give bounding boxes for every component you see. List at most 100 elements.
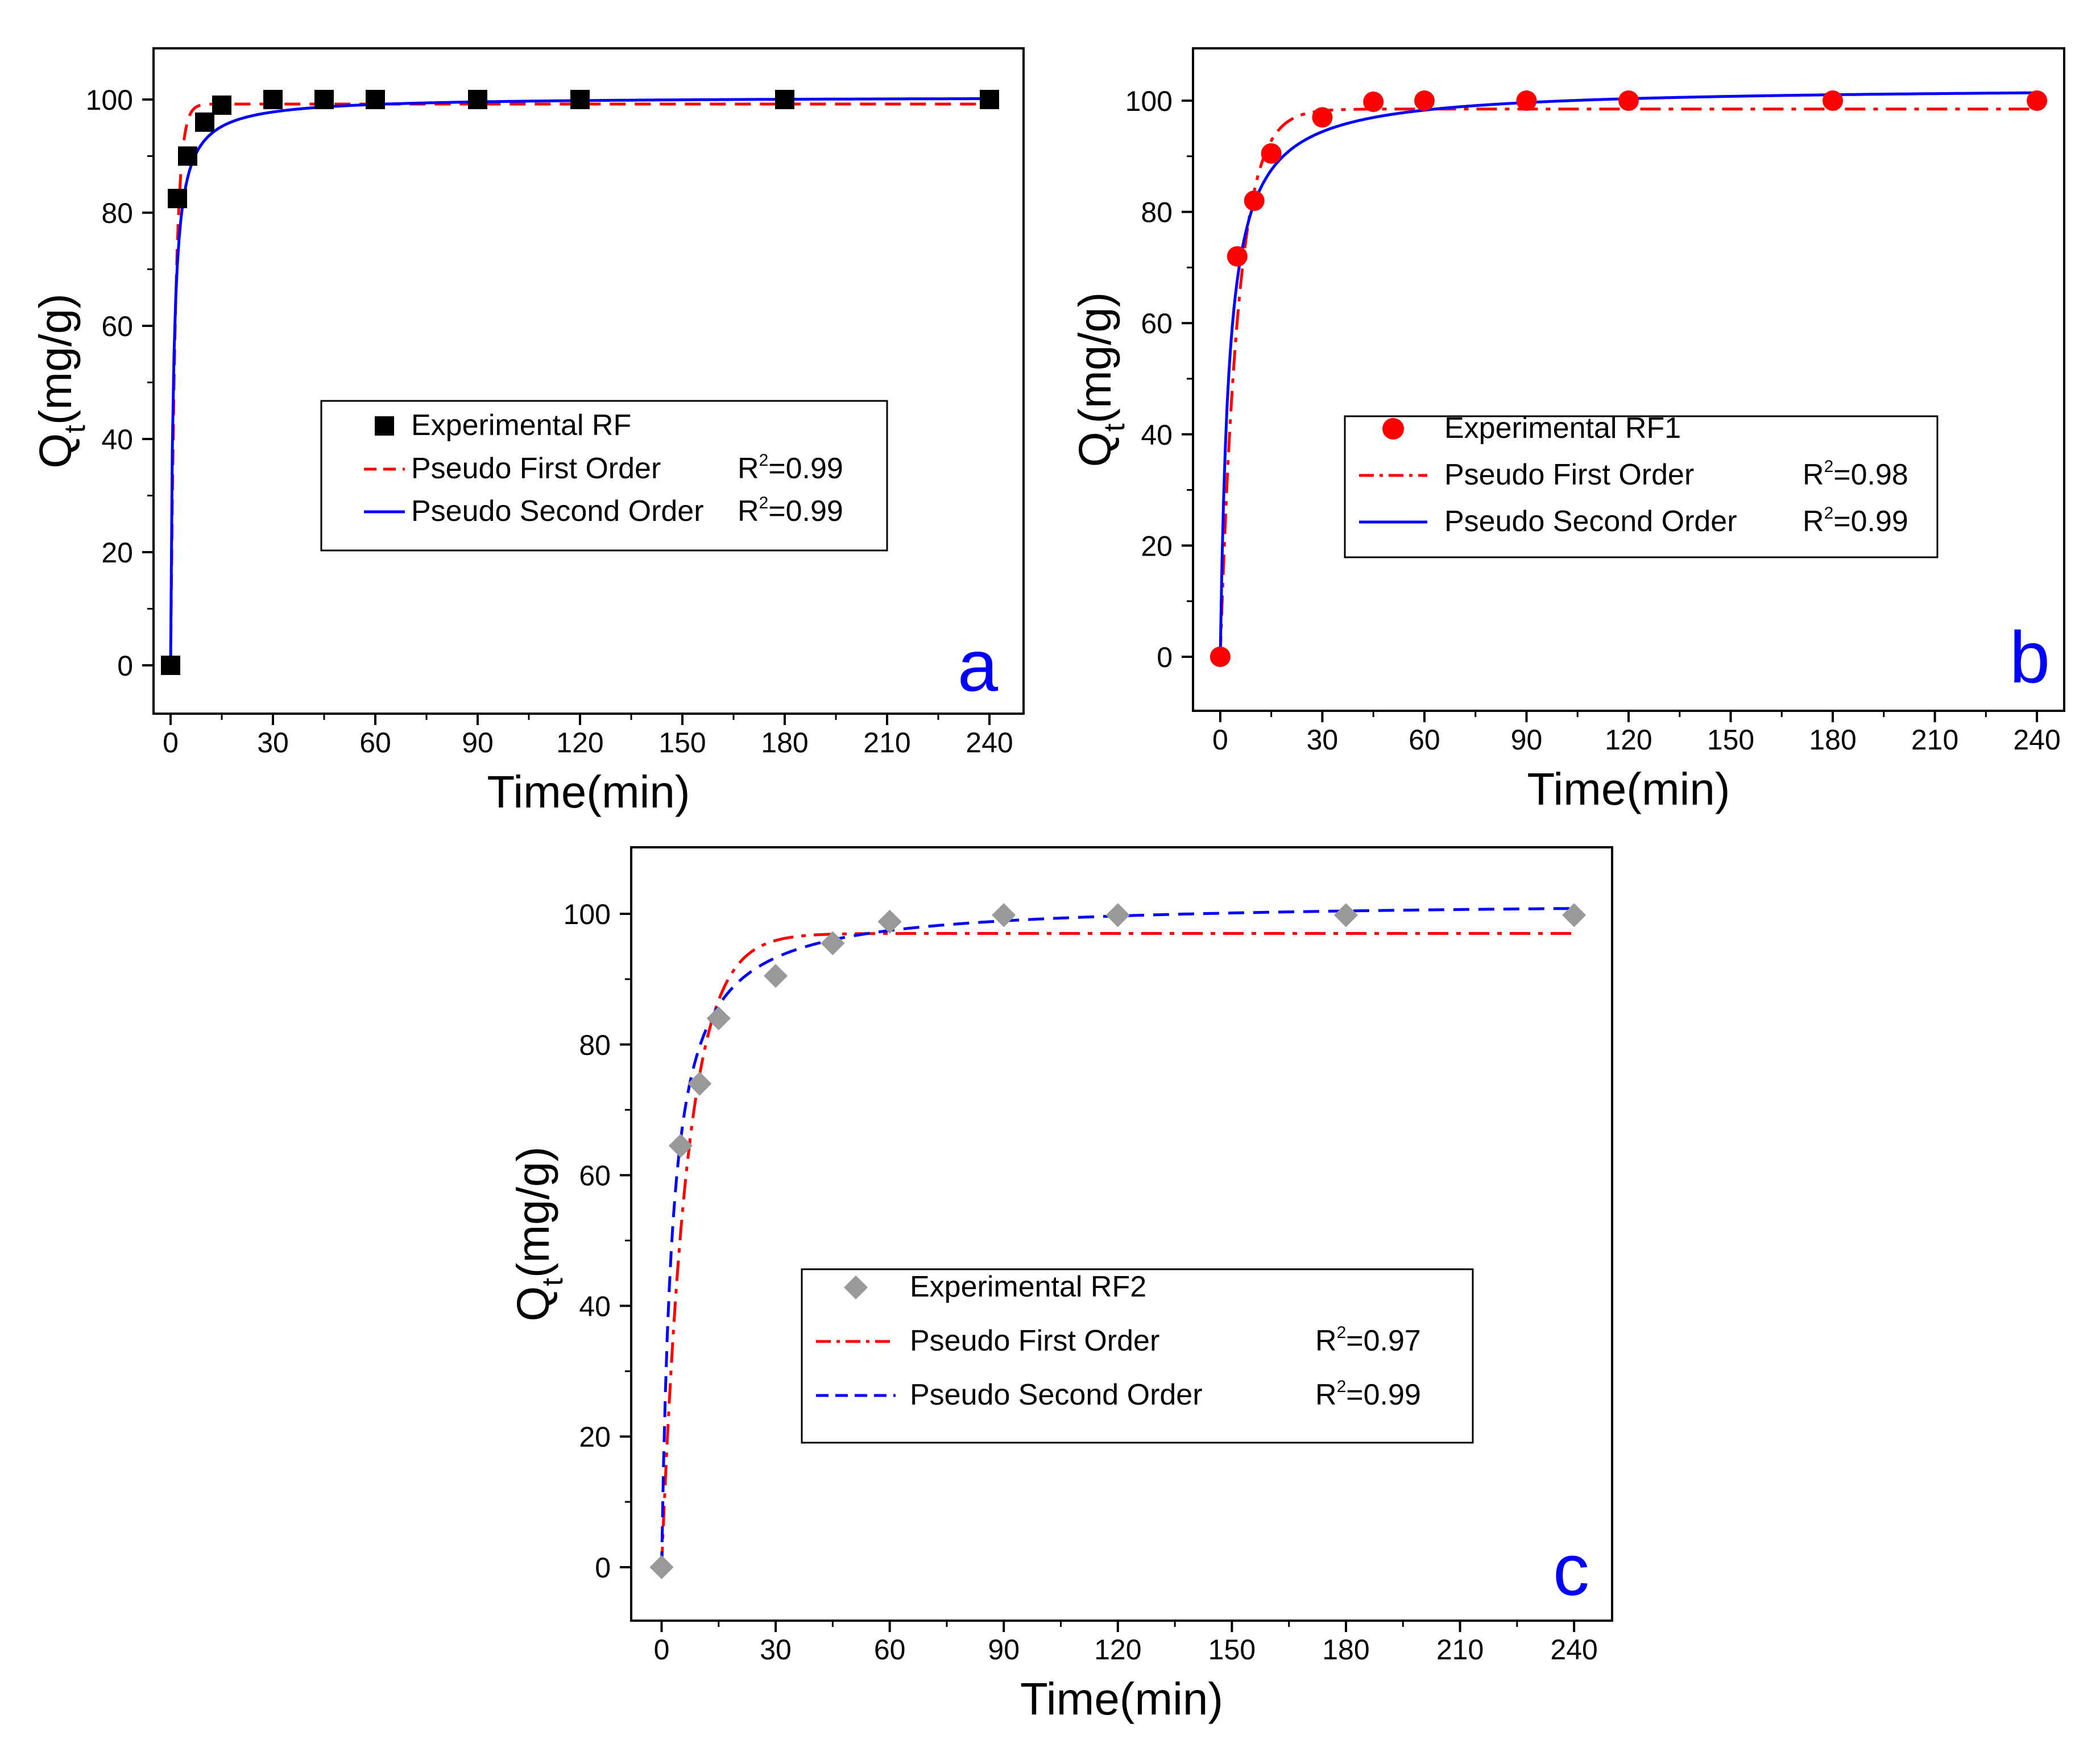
data-point (314, 90, 334, 109)
y-axis-unit: (mg/g) (1070, 292, 1120, 424)
data-point (877, 909, 902, 934)
data-point (992, 903, 1016, 927)
x-tick-label: 30 (1307, 724, 1339, 756)
x-axis-title: Time(min) (1527, 764, 1730, 814)
r2-value: =0.97 (1346, 1324, 1421, 1357)
x-tick-label: 90 (988, 1634, 1020, 1666)
panel-label: a (958, 626, 999, 707)
r2-value: =0.98 (1833, 458, 1908, 491)
y-tick-label: 80 (101, 197, 133, 229)
x-tick-label: 120 (1605, 724, 1652, 756)
plot-frame (1192, 47, 2065, 712)
data-point (178, 146, 197, 166)
panel-label: c (1553, 1530, 1589, 1611)
x-tick-label: 120 (1094, 1634, 1141, 1666)
fit-curve-pso (1219, 91, 2037, 657)
data-point (1312, 107, 1333, 128)
x-tick-label: 60 (874, 1634, 906, 1666)
r2-superscript: 2 (1337, 1323, 1347, 1342)
x-tick-label: 0 (654, 1634, 670, 1666)
x-tick-label: 180 (761, 727, 808, 759)
fit-curve-pfo (660, 932, 1575, 1568)
data-point (706, 1006, 731, 1030)
y-axis-title: Qt(mg/g) (1070, 292, 1131, 467)
x-tick-label: 240 (966, 727, 1013, 759)
legend-r2-pso: R2=0.99 (1315, 1377, 1421, 1411)
y-tick-label: 0 (595, 1552, 611, 1584)
data-point (668, 1133, 693, 1158)
legend-label-pso: Pseudo Second Order (910, 1378, 1203, 1411)
y-tick-label: 60 (1141, 308, 1173, 339)
x-tick-label: 60 (1409, 724, 1440, 756)
y-tick-label: 20 (579, 1421, 611, 1453)
legend-label-pfo: Pseudo First Order (1444, 458, 1694, 491)
y-tick-label: 0 (1157, 641, 1173, 673)
x-tick-label: 150 (1707, 724, 1754, 756)
plot-frame (152, 47, 1025, 715)
legend-label-experimental: Experimental RF (411, 409, 631, 442)
data-point (1363, 91, 1384, 112)
y-tick-label: 80 (1141, 197, 1173, 229)
data-point (1105, 903, 1130, 927)
r2-value: =0.99 (768, 495, 843, 528)
r2-value: =0.99 (768, 452, 843, 485)
y-axis-unit: (mg/g) (508, 1146, 558, 1278)
r2-symbol: R (1315, 1324, 1337, 1357)
legend-box (320, 400, 888, 552)
legend-marker (843, 1275, 868, 1300)
x-tick-label: 60 (359, 727, 391, 759)
y-axis-symbol: Q (1070, 432, 1120, 467)
data-point (821, 931, 845, 955)
data-point (168, 189, 187, 209)
r2-value: =0.99 (1833, 505, 1908, 538)
chart-panel-a: 0 30 60 90 120 150 180 210 240 0 20 40 60 80 100 Time(m… (30, 47, 1025, 817)
r2-value: =0.99 (1346, 1378, 1421, 1411)
plot-frame (630, 846, 1613, 1622)
y-axis-symbol: Q (508, 1286, 558, 1322)
legend-box (1344, 415, 1939, 558)
y-tick-label: 60 (101, 310, 133, 342)
data-point (763, 964, 788, 988)
legend-label-pso: Pseudo Second Order (1444, 505, 1737, 538)
data-point (263, 90, 283, 109)
legend-label-pso: Pseudo Second Order (411, 495, 704, 528)
y-tick-label: 40 (1141, 419, 1173, 451)
y-tick-label: 20 (101, 537, 133, 569)
y-axis-symbol: Q (30, 433, 81, 469)
x-tick-label: 150 (1208, 1634, 1256, 1666)
y-axis-subscript: t (59, 425, 92, 433)
fit-curve-pso (169, 97, 989, 666)
fit-curve-pfo (169, 102, 989, 666)
data-point (1618, 90, 1639, 111)
data-point (1210, 647, 1231, 667)
x-tick-label: 0 (1212, 724, 1228, 756)
x-tick-label: 120 (556, 727, 603, 759)
y-axis-subscript: t (536, 1278, 569, 1286)
y-axis-unit: (mg/g) (30, 293, 81, 425)
x-tick-label: 30 (257, 727, 289, 759)
x-tick-label: 210 (1911, 724, 1958, 756)
r2-superscript: 2 (1337, 1377, 1347, 1396)
x-tick-label: 240 (2013, 724, 2060, 756)
data-point (775, 90, 794, 109)
r2-superscript: 2 (759, 451, 769, 470)
data-point (1414, 90, 1435, 111)
y-tick-label: 100 (1125, 85, 1173, 117)
legend-marker (1382, 418, 1404, 440)
legend-label-experimental: Experimental RF2 (910, 1270, 1146, 1303)
data-point (980, 90, 999, 109)
x-tick-label: 210 (863, 727, 910, 759)
y-tick-label: 100 (564, 898, 611, 930)
data-point (1261, 143, 1282, 164)
data-point (468, 90, 487, 109)
legend-box (801, 1268, 1474, 1444)
x-tick-label: 30 (760, 1634, 792, 1666)
legend-label-pfo: Pseudo First Order (411, 452, 661, 485)
legend-r2-pfo: R2=0.97 (1315, 1323, 1421, 1357)
r2-symbol: R (1315, 1378, 1337, 1411)
x-tick-label: 150 (658, 727, 706, 759)
legend-label-pfo: Pseudo First Order (910, 1324, 1159, 1357)
